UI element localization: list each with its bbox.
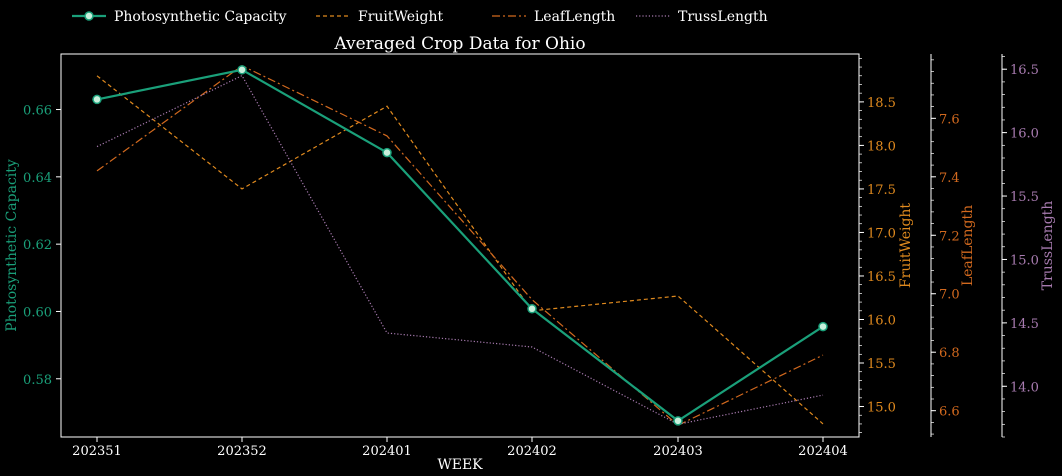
x-tick-label: 202352 (217, 444, 267, 459)
legend-label: Photosynthetic Capacity (114, 9, 287, 25)
y-tick-label: 6.6 (939, 405, 960, 420)
y-axis-label: LeafLength (960, 205, 976, 286)
y-tick-label: 14.5 (1010, 317, 1039, 332)
y-axis-label: TrussLength (1040, 201, 1056, 291)
y-axis-leaflength: 6.6 6.8 7.0 7.2 7.4 7.6 LeafLength (930, 54, 976, 437)
y-tick-label: 16.0 (1010, 127, 1039, 142)
x-tick-label: 202402 (507, 444, 557, 459)
y-tick-label: 15.0 (1010, 253, 1039, 268)
legend-item: LeafLength (492, 9, 615, 25)
y-tick-label: 7.6 (939, 112, 960, 127)
series-layer (92, 65, 828, 427)
axes: 202351 202352 202401 202402 202403 202404 0.58… (4, 53, 1056, 459)
y-axis-photosynthetic-capacity: 0.58 0.60 0.62 0.64 0.66 Photosynthetic Capac… (4, 104, 61, 388)
legend-marker (84, 11, 94, 21)
data-point (92, 94, 102, 105)
y-axis-label: Photosynthetic Capacity (4, 159, 20, 332)
y-tick-label: 17.0 (867, 226, 896, 241)
y-axis-trusslength: 14.0 14.5 15.0 15.5 16.0 16.5 TrussLength (1001, 54, 1056, 438)
legend-label: LeafLength (534, 9, 615, 25)
y-tick-label: 0.62 (23, 238, 52, 253)
x-tick-label: 202403 (653, 444, 703, 459)
legend-label: FruitWeight (358, 9, 444, 25)
series-line-fruitweight (96, 75, 824, 425)
y-tick-label: 7.4 (939, 171, 960, 186)
y-tick-label: 6.8 (939, 346, 960, 361)
y-tick-label: 16.5 (1010, 63, 1039, 78)
legend-item: Photosynthetic Capacity (72, 9, 287, 25)
chart-title: Averaged Crop Data for Ohio (333, 34, 585, 54)
series-line-leaflength (96, 65, 824, 427)
y-tick-label: 18.0 (867, 139, 896, 154)
legend-item: FruitWeight (316, 9, 444, 25)
legend-label: TrussLength (678, 9, 768, 25)
y-tick-label: 0.64 (23, 171, 52, 186)
data-point (673, 416, 683, 426)
y-tick-label: 18.5 (867, 96, 896, 111)
x-tick-label: 202401 (362, 444, 412, 459)
y-axis-label: FruitWeight (898, 203, 914, 289)
x-tick-label: 202404 (798, 444, 848, 459)
y-tick-label: 0.60 (23, 305, 52, 320)
series-line-photosynthetic-capacity (96, 68, 824, 423)
legend-item: TrussLength (636, 9, 768, 25)
y-tick-label: 0.58 (23, 373, 52, 388)
plot-frame (60, 53, 860, 438)
y-tick-label: 15.5 (1010, 190, 1039, 205)
y-tick-label: 7.0 (939, 288, 960, 303)
x-axis-label: WEEK (437, 457, 483, 473)
y-tick-label: 14.0 (1010, 380, 1039, 395)
series-line-trusslength (96, 74, 824, 425)
x-tick-label: 202351 (72, 444, 122, 459)
y-tick-label: 0.66 (23, 104, 52, 119)
y-tick-label: 15.0 (867, 401, 896, 416)
data-point (237, 65, 247, 75)
legend: Photosynthetic Capacity FruitWeight LeafLe… (72, 9, 768, 25)
data-point (527, 304, 537, 314)
y-tick-label: 17.5 (867, 183, 896, 198)
y-tick-label: 7.2 (939, 229, 960, 244)
y-axis-fruitweight: 15.0 15.5 16.0 16.5 17.0 17.5 18.0 18.5 FruitWei… (859, 58, 914, 433)
y-tick-label: 15.5 (867, 357, 896, 372)
data-point (818, 321, 828, 332)
y-tick-label: 16.5 (867, 270, 896, 285)
y-tick-label: 16.0 (867, 313, 896, 328)
data-point (382, 147, 392, 158)
